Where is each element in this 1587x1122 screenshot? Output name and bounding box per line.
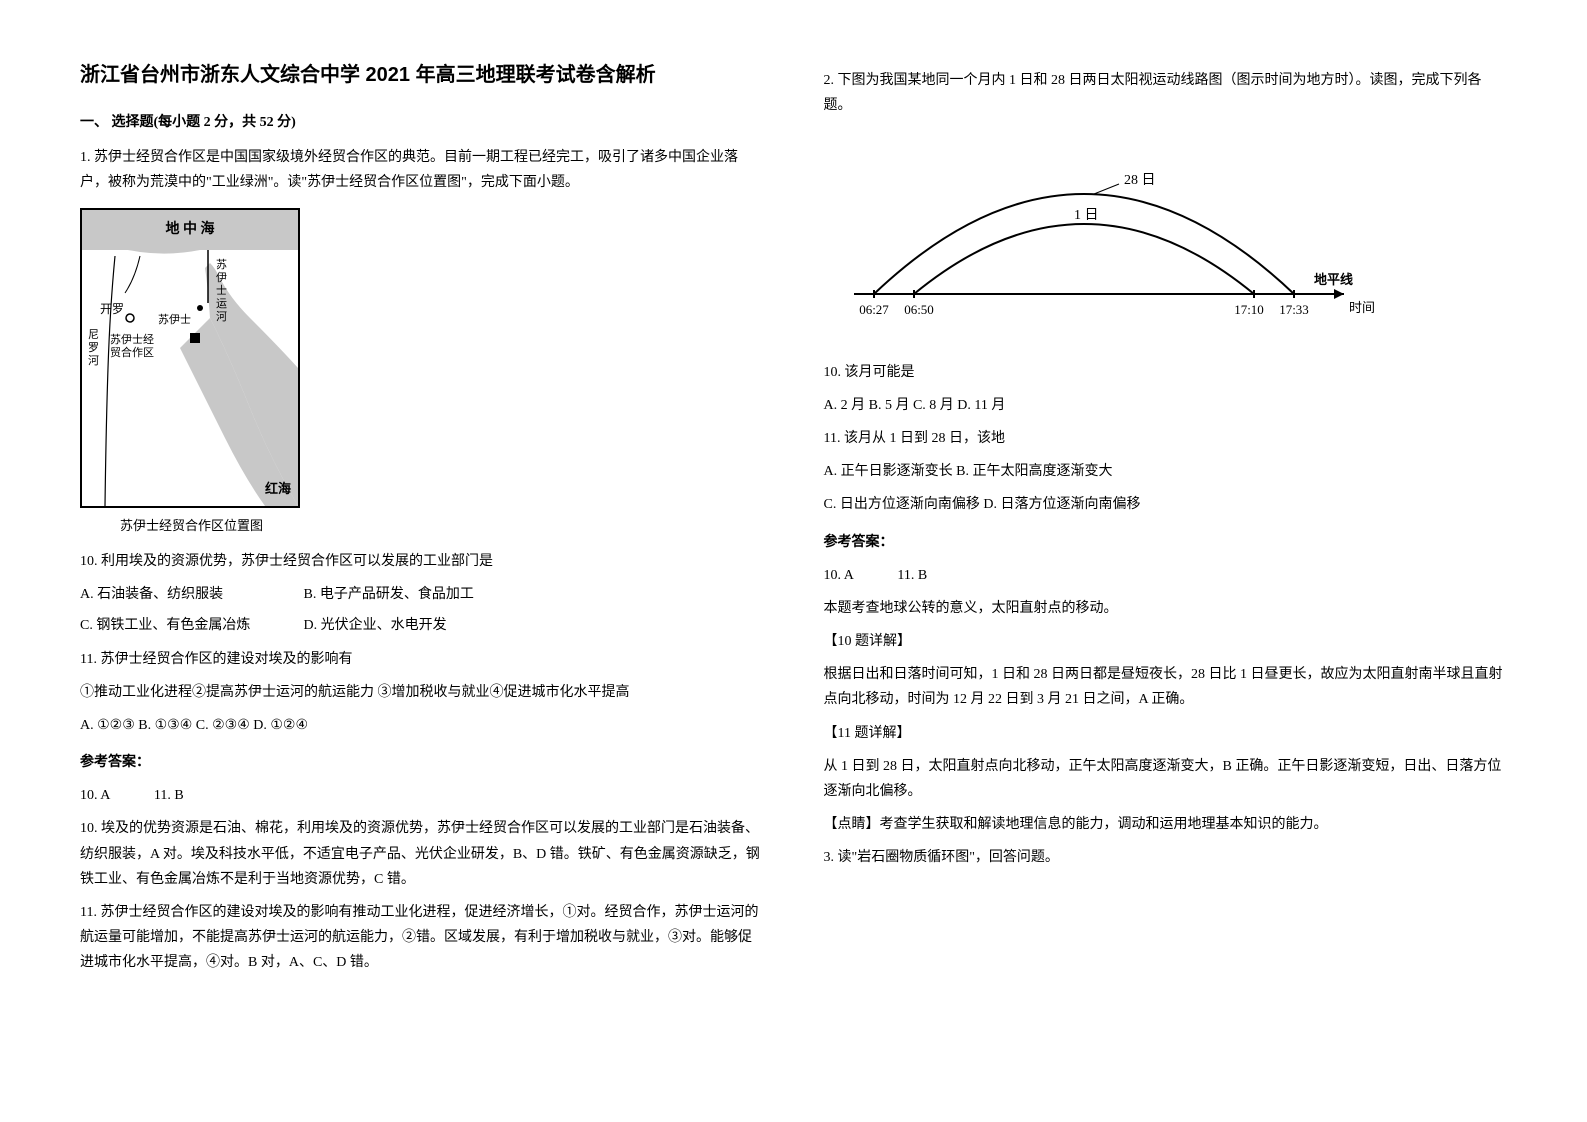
svg-text:运: 运 xyxy=(216,297,227,310)
q1-intro: 1. 苏伊士经贸合作区是中国国家级境外经贸合作区的典范。目前一期工程已经完工，吸… xyxy=(80,145,764,195)
suez-canal-label: 苏 xyxy=(216,258,227,271)
q10-opts-row2: C. 钢铁工业、有色金属冶炼 D. 光伏企业、水电开发 xyxy=(80,613,764,638)
svg-text:罗: 罗 xyxy=(88,341,99,354)
section-header: 一、 选择题(每小题 2 分，共 52 分) xyxy=(80,110,764,135)
answer-header-left: 参考答案： xyxy=(80,750,764,775)
exp-10-left: 10. 埃及的优势资源是石油、棉花，利用埃及的资源优势，苏伊士经贸合作区可以发展… xyxy=(80,816,764,892)
left-column: 浙江省台州市浙东人文综合中学 2021 年高三地理联考试卷含解析 一、 选择题(… xyxy=(80,60,764,984)
time-axis-label: 时间 xyxy=(1349,300,1375,315)
summary-right: 本题考查地球公转的意义，太阳直射点的移动。 xyxy=(824,596,1508,621)
tip-right: 【点睛】考查学生获取和解读地理信息的能力，调动和运用地理基本知识的能力。 xyxy=(824,812,1508,837)
q10-opt-a: A. 石油装备、纺织服装 xyxy=(80,582,300,607)
answers-left: 10. A 11. B xyxy=(80,783,764,808)
exam-page: 浙江省台州市浙东人文综合中学 2021 年高三地理联考试卷含解析 一、 选择题(… xyxy=(80,60,1507,984)
q2-intro: 2. 下图为我国某地同一个月内 1 日和 28 日两日太阳视运动线路图（图示时间… xyxy=(824,68,1508,118)
tip-text: 考查学生获取和解读地理信息的能力，调动和运用地理基本知识的能力。 xyxy=(880,817,1328,832)
q11-text: 11. 苏伊士经贸合作区的建设对埃及的影响有 xyxy=(80,647,764,672)
map-caption: 苏伊士经贸合作区位置图 xyxy=(80,514,764,537)
time-1733: 17:33 xyxy=(1279,302,1309,317)
q10-text: 10. 利用埃及的资源优势，苏伊士经贸合作区可以发展的工业部门是 xyxy=(80,549,764,574)
right-column: 2. 下图为我国某地同一个月内 1 日和 28 日两日太阳视运动线路图（图示时间… xyxy=(824,60,1508,984)
sun-path-svg: 地平线 时间 28 日 1 日 06:27 06:50 17:10 17 xyxy=(824,134,1384,334)
svg-text:士: 士 xyxy=(216,284,227,297)
q10-opt-c: C. 钢铁工业、有色金属冶炼 xyxy=(80,613,300,638)
suez-map-svg: 地 中 海 红海 苏 伊 士 运 河 尼 罗 河 开罗 xyxy=(80,208,300,508)
tip-header: 【点睛】 xyxy=(824,817,880,832)
exp10-right: 根据日出和日落时间可知，1 日和 28 日两日都是昼短夜长，28 日比 1 日昼… xyxy=(824,662,1508,712)
q10-opts-row1: A. 石油装备、纺织服装 B. 电子产品研发、食品加工 xyxy=(80,582,764,607)
ans-11-left: 11. B xyxy=(154,788,184,803)
day1-label: 1 日 xyxy=(1074,208,1099,223)
red-sea-label: 红海 xyxy=(265,481,291,496)
horizon-label: 地平线 xyxy=(1314,272,1353,287)
q3-text: 3. 读"岩石圈物质循环图"，回答问题。 xyxy=(824,845,1508,870)
q10-opt-d: D. 光伏企业、水电开发 xyxy=(304,618,447,633)
q11-items: ①推动工业化进程②提高苏伊士运河的航运能力 ③增加税收与就业④促进城市化水平提高 xyxy=(80,680,764,705)
svg-text:伊: 伊 xyxy=(216,271,227,284)
ans-11-right: 11. B xyxy=(897,568,927,583)
zone-label-2: 贸合作区 xyxy=(110,345,154,359)
q11-opts-cd: C. 日出方位逐渐向南偏移 D. 日落方位逐渐向南偏移 xyxy=(824,492,1508,517)
q11-right: 11. 该月从 1 日到 28 日，该地 xyxy=(824,426,1508,451)
q10-right: 10. 该月可能是 xyxy=(824,360,1508,385)
svg-text:河: 河 xyxy=(216,310,227,323)
answer-header-right: 参考答案： xyxy=(824,530,1508,555)
suez-map-figure: 地 中 海 红海 苏 伊 士 运 河 尼 罗 河 开罗 xyxy=(80,208,764,537)
exp11-right: 从 1 日到 28 日，太阳直射点向北移动，正午太阳高度逐渐变大，B 正确。正午… xyxy=(824,754,1508,804)
time-0650: 06:50 xyxy=(904,302,934,317)
exp11-header: 【11 题详解】 xyxy=(824,721,1508,746)
med-sea-label: 地 中 海 xyxy=(166,220,215,237)
cairo-label: 开罗 xyxy=(100,302,124,316)
sun-path-figure: 地平线 时间 28 日 1 日 06:27 06:50 17:10 17 xyxy=(824,134,1508,343)
suez-label: 苏伊士 xyxy=(158,313,191,326)
exam-title: 浙江省台州市浙东人文综合中学 2021 年高三地理联考试卷含解析 xyxy=(80,60,764,90)
q10-opts-right: A. 2 月 B. 5 月 C. 8 月 D. 11 月 xyxy=(824,393,1508,418)
ans-10-left: 10. A xyxy=(80,788,110,803)
time-0627: 06:27 xyxy=(859,302,889,317)
exp10-header: 【10 题详解】 xyxy=(824,629,1508,654)
exp-11-left: 11. 苏伊士经贸合作区的建设对埃及的影响有推动工业化进程，促进经济增长，①对。… xyxy=(80,900,764,976)
svg-text:河: 河 xyxy=(88,354,99,367)
answers-right: 10. A 11. B xyxy=(824,563,1508,588)
zone-label-1: 苏伊士经 xyxy=(110,333,154,346)
q11-opts: A. ①②③ B. ①③④ C. ②③④ D. ①②④ xyxy=(80,713,764,738)
day28-label: 28 日 xyxy=(1124,173,1156,188)
q10-opt-b: B. 电子产品研发、食品加工 xyxy=(304,587,474,602)
nile-label: 尼 xyxy=(88,328,99,341)
ans-10-right: 10. A xyxy=(824,568,854,583)
q11-opts-ab: A. 正午日影逐渐变长 B. 正午太阳高度逐渐变大 xyxy=(824,459,1508,484)
time-1710: 17:10 xyxy=(1234,302,1264,317)
